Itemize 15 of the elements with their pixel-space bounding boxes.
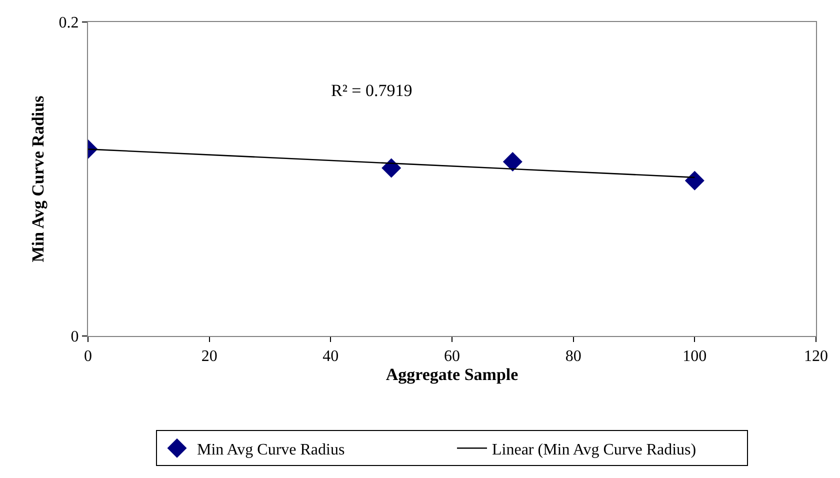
x-tick-label: 120 bbox=[804, 348, 828, 366]
legend-label: Min Avg Curve Radius bbox=[197, 441, 345, 458]
legend-label: Linear (Min Avg Curve Radius) bbox=[492, 441, 696, 458]
x-tick-label: 60 bbox=[444, 348, 460, 366]
point bbox=[502, 152, 522, 172]
x-tick-label: 40 bbox=[322, 348, 339, 366]
x-tick-label: 80 bbox=[565, 348, 582, 366]
y-tick-label: 0.2 bbox=[58, 14, 79, 32]
y-axis-title: Min Avg Curve Radius bbox=[28, 95, 48, 262]
x-tick-label: 20 bbox=[201, 348, 218, 366]
x-tick-label: 0 bbox=[84, 348, 92, 366]
annotation: R² = 0.7919 bbox=[331, 81, 412, 100]
x-tick-label: 100 bbox=[682, 348, 707, 366]
point bbox=[382, 158, 402, 178]
x-axis-title: Aggregate Sample bbox=[386, 365, 519, 384]
